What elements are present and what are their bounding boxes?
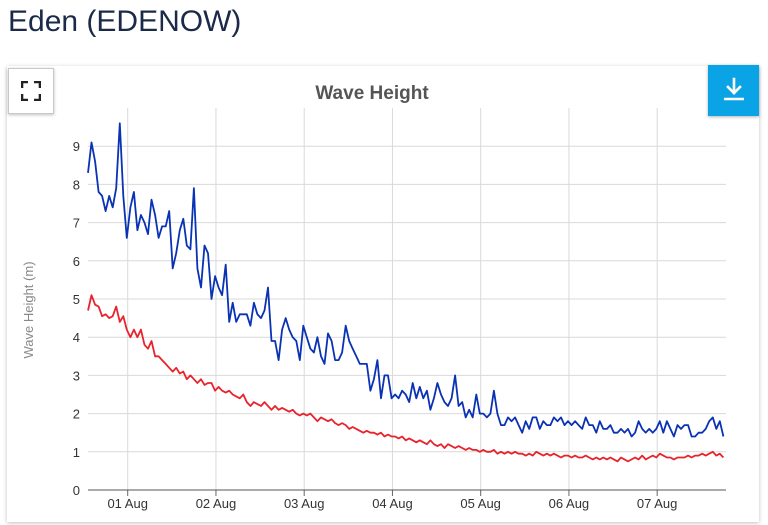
x-tick-label: 05 Aug [460,496,501,511]
y-axis-label: Wave Height (m) [21,261,36,358]
y-tick-label: 8 [73,177,80,192]
series-line-2 [87,294,725,463]
y-tick-label: 3 [73,368,80,383]
y-tick-label: 4 [73,330,80,345]
y-tick-label: 1 [73,445,80,460]
y-tick-label: 2 [73,407,80,422]
x-tick-label: 02 Aug [196,496,237,511]
y-tick-label: 9 [73,139,80,154]
x-tick-label: 01 Aug [107,496,148,511]
x-tick-label: 04 Aug [372,496,413,511]
x-tick-label: 07 Aug [637,496,678,511]
x-tick-label: 06 Aug [549,496,590,511]
y-tick-label: 0 [73,483,80,498]
download-button[interactable] [708,65,759,116]
page-title: Eden (EDENOW) [8,5,242,38]
y-tick-label: 7 [73,216,80,231]
fullscreen-icon [21,81,41,101]
y-tick-label: 6 [73,254,80,269]
chart-title: Wave Height [315,83,429,104]
series-line-1 [87,122,725,438]
x-tick-label: 03 Aug [284,496,325,511]
fullscreen-button[interactable] [8,68,54,114]
download-icon [724,77,744,101]
series-lines [87,122,725,463]
chart-card [7,66,759,522]
y-tick-label: 5 [73,292,80,307]
axis-ticks: 0 1 2 3 4 5 6 7 8 9 01 Aug 02 Aug 03 Aug 04 Aug 05 Aug… [73,139,678,511]
